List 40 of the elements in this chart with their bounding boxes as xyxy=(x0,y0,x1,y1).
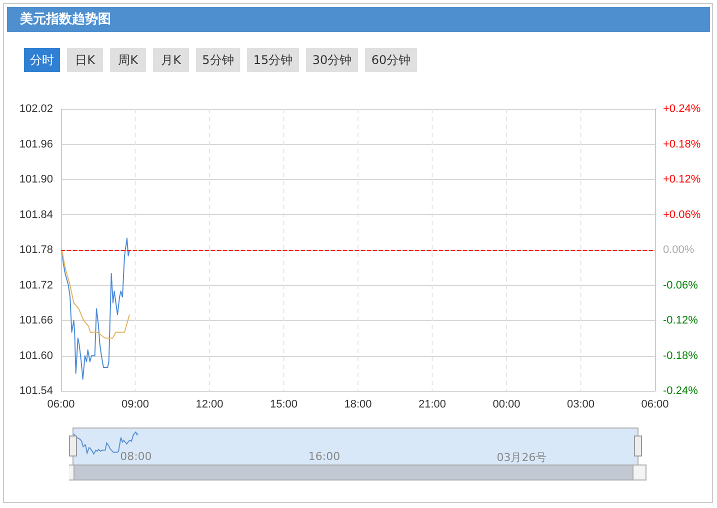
x-tick-label: 18:00 xyxy=(344,398,372,410)
x-tick-label: 09:00 xyxy=(121,398,150,410)
y2-tick-label: +0.06% xyxy=(663,208,701,221)
text: 08:00 xyxy=(120,450,152,463)
tab-button: 日K xyxy=(67,48,103,72)
x-tick-label: 06:00 xyxy=(47,398,75,410)
y-tick-label: 101.72 xyxy=(19,279,53,292)
tab-button: 周K xyxy=(110,48,146,72)
x-tick-label: 06:00 xyxy=(641,398,669,410)
y-tick-label: 101.78 xyxy=(19,244,53,256)
x-tick-label: 00:00 xyxy=(492,398,520,410)
tab-button: 60分钟 xyxy=(365,48,417,72)
x-tick-label: 15:00 xyxy=(270,398,298,410)
x-tick-label: 21:00 xyxy=(418,398,446,410)
tab-button: 30分钟 xyxy=(306,48,358,72)
x-tick-label: 03:00 xyxy=(566,398,595,410)
y2-tick-label: 0.00% xyxy=(663,244,694,256)
y2-tick-label: +0.12% xyxy=(663,174,701,186)
tab-button: 分时 xyxy=(24,48,60,72)
y-tick-label: 102.02 xyxy=(19,103,53,115)
text: 16:00 xyxy=(308,450,340,463)
y2-tick-label: -0.18% xyxy=(663,350,698,362)
tab-button: 月K xyxy=(153,48,189,72)
tab-button: 15分钟 xyxy=(247,48,299,72)
y-tick-label: 101.54 xyxy=(19,385,53,397)
x-tick-label: 12:00 xyxy=(196,398,224,410)
y-tick-label: 101.96 xyxy=(19,138,53,150)
chart-title: 美元指数趋势图 xyxy=(7,7,710,32)
y2-tick-label: +0.24% xyxy=(663,103,701,115)
line-series xyxy=(61,238,130,380)
y2-tick-label: -0.24% xyxy=(663,385,698,397)
y-tick-label: 101.84 xyxy=(19,208,53,221)
y2-tick-label: +0.18% xyxy=(663,138,701,150)
y-tick-label: 101.66 xyxy=(19,314,53,326)
y-tick-label: 101.60 xyxy=(19,350,53,362)
y-tick-label: 101.90 xyxy=(19,174,53,186)
y2-tick-label: -0.12% xyxy=(663,314,698,326)
tab-button: 5分钟 xyxy=(196,48,240,72)
text: 03月26号 xyxy=(496,450,547,465)
y2-tick-label: -0.06% xyxy=(663,279,698,292)
